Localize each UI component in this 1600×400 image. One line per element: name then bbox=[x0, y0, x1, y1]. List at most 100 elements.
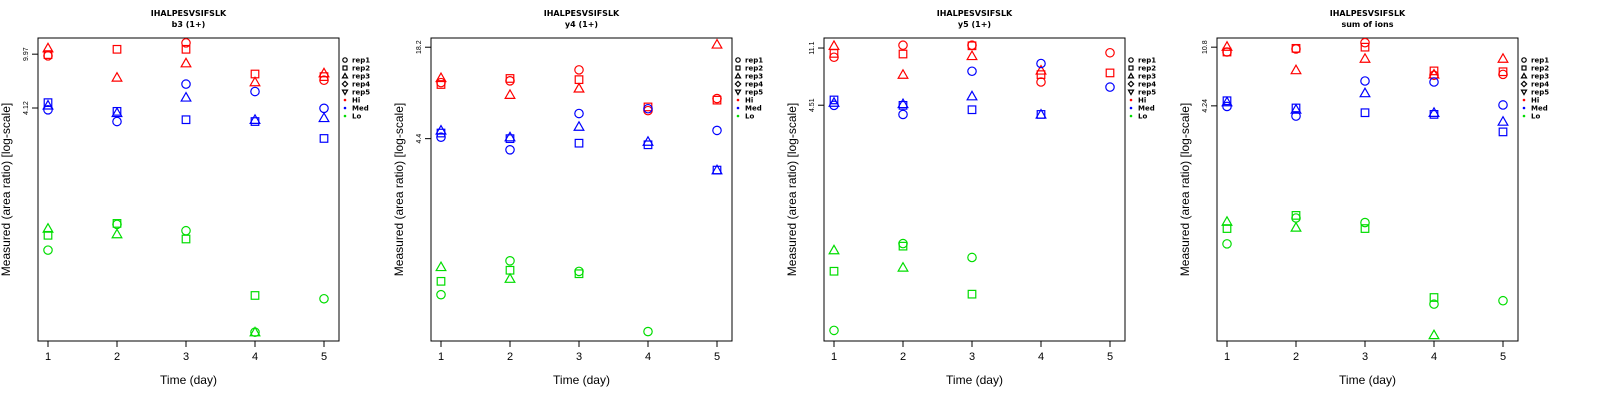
data-point bbox=[898, 109, 908, 120]
data-point bbox=[504, 88, 516, 99]
data-point bbox=[249, 113, 261, 124]
data-point bbox=[436, 77, 446, 88]
data-point bbox=[504, 131, 516, 142]
legend-marker-rep1 bbox=[342, 57, 348, 63]
data-point bbox=[1290, 103, 1302, 114]
legend-marker-rep5 bbox=[341, 89, 349, 96]
data-point bbox=[1105, 82, 1115, 92]
data-point bbox=[112, 219, 122, 228]
legend-label-rep3: rep3 bbox=[1138, 73, 1156, 81]
legend-label-Lo: Lo bbox=[745, 113, 754, 121]
data-point bbox=[1290, 221, 1302, 232]
x-tick-label: 5 bbox=[714, 351, 720, 363]
data-point bbox=[436, 276, 446, 286]
data-point bbox=[436, 80, 446, 89]
data-point bbox=[111, 106, 123, 118]
data-point bbox=[319, 293, 329, 304]
data-point bbox=[250, 86, 260, 97]
y-axis-label: Measured (area ratio) [log-scale] bbox=[785, 103, 799, 276]
data-point bbox=[1429, 77, 1439, 87]
data-point bbox=[897, 68, 909, 79]
data-point bbox=[435, 71, 447, 83]
data-point bbox=[1291, 211, 1301, 220]
data-point bbox=[249, 76, 261, 87]
legend-marker-rep5 bbox=[1520, 89, 1528, 96]
data-point bbox=[712, 95, 722, 105]
legend-dot-Hi bbox=[736, 98, 740, 102]
data-point bbox=[966, 90, 978, 101]
x-tick-label: 3 bbox=[969, 351, 975, 363]
legend-label-rep2: rep2 bbox=[1531, 65, 1549, 73]
x-tick-label: 1 bbox=[45, 351, 51, 363]
legend-label-Med: Med bbox=[1531, 105, 1548, 113]
data-point bbox=[1036, 77, 1046, 87]
data-point bbox=[1360, 224, 1370, 233]
data-point bbox=[181, 234, 191, 244]
chart-panel-4: IHALPESVSIFSLK sum of ions 1 2 3 4 5 Time (day)… bbox=[1178, 9, 1549, 387]
data-point bbox=[181, 225, 191, 236]
data-point bbox=[1429, 293, 1439, 302]
plot-frame bbox=[1216, 37, 1519, 342]
legend-marker-rep3 bbox=[341, 72, 349, 79]
data-point bbox=[505, 74, 515, 83]
x-tick-label: 1 bbox=[1224, 351, 1230, 363]
data-point bbox=[1105, 47, 1115, 58]
data-point bbox=[574, 75, 584, 85]
data-point bbox=[1221, 96, 1233, 107]
data-point bbox=[574, 269, 584, 279]
data-point bbox=[505, 256, 515, 266]
y-tick-label: 4.4 bbox=[416, 134, 423, 144]
data-point bbox=[898, 49, 908, 59]
data-point bbox=[967, 66, 977, 77]
data-point bbox=[1360, 37, 1370, 48]
data-point bbox=[1036, 58, 1046, 69]
data-point bbox=[505, 145, 515, 155]
data-point bbox=[1360, 217, 1370, 228]
x-tick-label: 4 bbox=[645, 351, 651, 363]
data-point bbox=[111, 228, 123, 239]
x-axis-label: Time (day) bbox=[160, 373, 217, 387]
y-tick-label: 4.12 bbox=[23, 101, 30, 115]
chart-title: IHALPESVSIFSLK bbox=[544, 9, 620, 18]
legend-label-rep5: rep5 bbox=[352, 89, 370, 97]
data-point bbox=[435, 260, 447, 272]
data-point bbox=[828, 39, 840, 51]
x-tick-label: 2 bbox=[1293, 351, 1299, 363]
chart-title: IHALPESVSIFSLK bbox=[1330, 9, 1406, 18]
data-point bbox=[318, 111, 330, 123]
data-point bbox=[112, 44, 122, 54]
y-tick-label: 9.97 bbox=[23, 47, 30, 61]
legend-label-rep2: rep2 bbox=[745, 65, 763, 73]
data-point bbox=[829, 325, 839, 336]
legend-dot-Med bbox=[343, 106, 347, 110]
data-point bbox=[1291, 213, 1301, 223]
legend-dot-Hi bbox=[343, 98, 347, 102]
legend-label-rep4: rep4 bbox=[1138, 81, 1156, 89]
legend-dot-Med bbox=[736, 106, 740, 110]
y-axis-label: Measured (area ratio) [log-scale] bbox=[0, 103, 13, 276]
data-point bbox=[181, 44, 191, 54]
data-point bbox=[42, 99, 54, 110]
plot-frame bbox=[37, 37, 340, 342]
data-point bbox=[181, 79, 191, 89]
data-point bbox=[897, 261, 909, 272]
data-point bbox=[1498, 295, 1508, 306]
data-point bbox=[112, 116, 122, 127]
legend-label-rep5: rep5 bbox=[1531, 89, 1549, 97]
legend-marker-rep4 bbox=[341, 80, 349, 88]
data-point bbox=[574, 108, 584, 119]
legend-marker-rep2 bbox=[1521, 65, 1527, 71]
x-tick-label: 2 bbox=[114, 351, 120, 363]
legend-dot-Hi bbox=[1129, 98, 1133, 102]
legend-dot-Lo bbox=[343, 114, 347, 118]
x-tick-label: 4 bbox=[252, 351, 258, 363]
x-axis-label: Time (day) bbox=[946, 373, 1003, 387]
legend-label-Med: Med bbox=[1138, 105, 1155, 113]
y-tick-label: 4.24 bbox=[1202, 99, 1209, 113]
data-point bbox=[1498, 67, 1508, 77]
legend-marker-rep4 bbox=[1520, 80, 1528, 88]
data-point bbox=[1497, 115, 1509, 126]
data-point bbox=[1359, 87, 1371, 98]
data-point bbox=[1035, 108, 1047, 119]
